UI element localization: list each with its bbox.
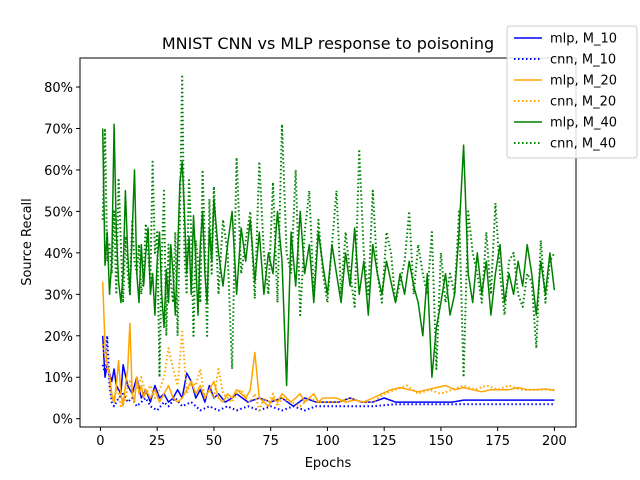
chart-title: MNIST CNN vs MLP response to poisoning	[162, 34, 494, 53]
x-tick-label: 100	[315, 434, 340, 449]
x-axis-title: Epochs	[305, 456, 352, 471]
legend-label: mlp, M_40	[550, 116, 617, 131]
series-line-mlp-m-10	[101, 335, 555, 408]
legend-label: cnn, M_40	[550, 137, 616, 152]
y-axis: 0% 10% 20% 30% 40% 50% 60% 70% 80%	[44, 81, 80, 428]
x-tick-label: 75	[262, 434, 279, 449]
x-tick-label: 0	[96, 434, 104, 449]
y-tick-label: 20%	[44, 330, 73, 345]
series-line-cnn-m-40	[101, 73, 556, 379]
x-tick-label: 150	[429, 434, 454, 449]
x-tick-label: 125	[372, 434, 397, 449]
x-tick-label: 25	[149, 434, 166, 449]
y-tick-label: 10%	[44, 371, 73, 386]
legend-label: mlp, M_20	[550, 74, 617, 89]
series-line-cnn-m-20	[101, 330, 555, 412]
y-tick-label: 40%	[44, 247, 73, 262]
legend-label: mlp, M_10	[550, 32, 617, 47]
x-axis: 0 25 50 75 100 125 150 175 200	[96, 427, 567, 449]
plot-area-frame	[79, 57, 577, 428]
y-axis-title: Source Recall	[20, 198, 35, 286]
y-tick-label: 70%	[44, 122, 73, 137]
legend: mlp, M_10 cnn, M_10 mlp, M_20 cnn, M_20 mlp,…	[506, 25, 638, 159]
y-tick-label: 50%	[44, 205, 73, 220]
y-tick-label: 30%	[44, 288, 73, 303]
legend-label: cnn, M_20	[550, 95, 616, 110]
series-line-cnn-m-10	[101, 334, 555, 412]
series-layer	[101, 73, 556, 412]
x-tick-label: 175	[485, 434, 510, 449]
y-tick-label: 0%	[52, 413, 73, 428]
y-tick-label: 80%	[44, 81, 73, 96]
x-tick-label: 200	[542, 434, 567, 449]
legend-label: cnn, M_10	[550, 53, 616, 68]
y-tick-label: 60%	[44, 164, 73, 179]
series-line-mlp-m-40	[101, 123, 556, 387]
x-tick-label: 50	[206, 434, 223, 449]
